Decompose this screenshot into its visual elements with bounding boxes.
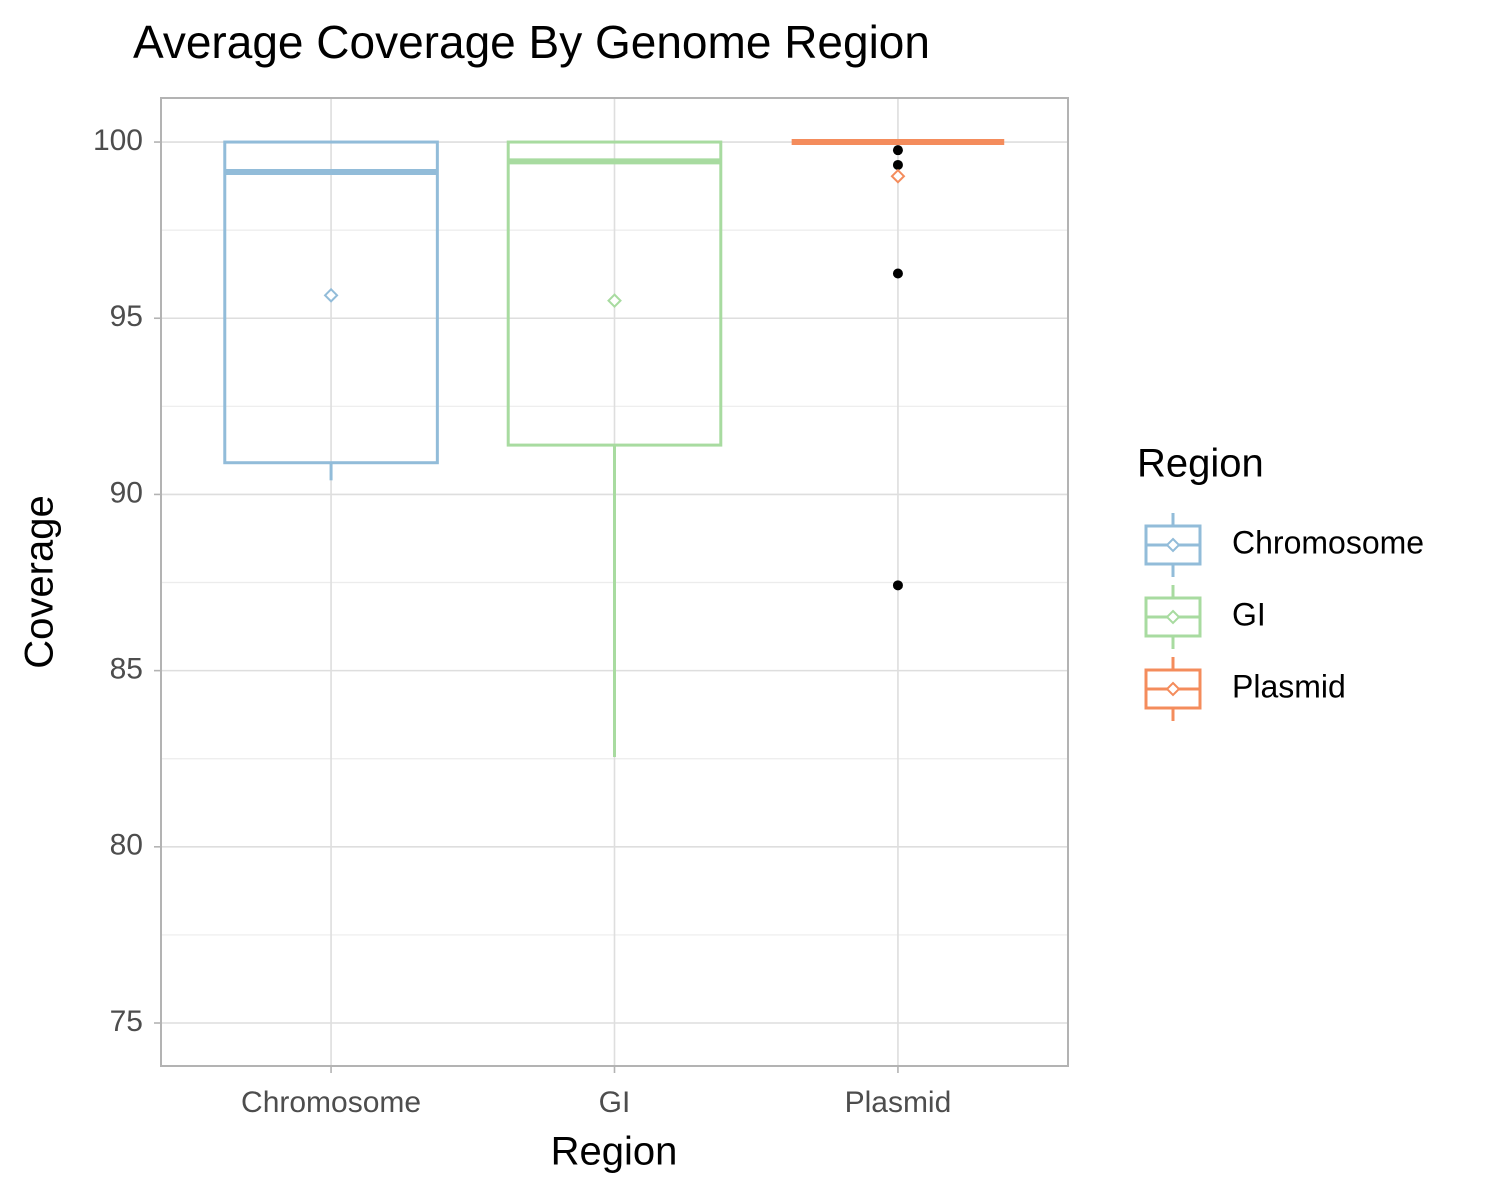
chart-title: Average Coverage By Genome Region	[133, 16, 930, 68]
x-axis-title: Region	[551, 1130, 678, 1174]
legend-key-mean	[1165, 609, 1181, 625]
x-tick-label: Chromosome	[241, 1086, 421, 1119]
legend-key-mean	[1165, 537, 1181, 553]
panel-border	[160, 97, 1069, 1067]
y-tick-label: 80	[110, 829, 143, 862]
y-axis-title: Coverage	[18, 495, 62, 668]
box	[223, 140, 439, 465]
x-tick-label: Plasmid	[845, 1086, 952, 1119]
y-tick-label: 75	[110, 1005, 143, 1038]
y-tick-label: 100	[93, 124, 143, 157]
box	[506, 140, 723, 447]
outlier	[892, 580, 903, 591]
legend-label: Chromosome	[1232, 524, 1424, 560]
y-tick-label: 90	[110, 476, 143, 509]
outlier	[892, 145, 903, 156]
legend-label: Plasmid	[1232, 668, 1346, 704]
legend-title: Region	[1137, 442, 1264, 486]
mean-marker	[607, 293, 622, 309]
outlier	[892, 268, 903, 279]
legend-key-mean	[1165, 681, 1181, 697]
outlier	[892, 159, 903, 170]
legend-label: GI	[1232, 596, 1266, 632]
x-tick-label: GI	[599, 1086, 631, 1119]
mean-marker	[890, 168, 906, 184]
mean-marker	[323, 287, 339, 303]
y-tick-label: 85	[110, 653, 143, 686]
y-tick-label: 95	[110, 300, 143, 333]
